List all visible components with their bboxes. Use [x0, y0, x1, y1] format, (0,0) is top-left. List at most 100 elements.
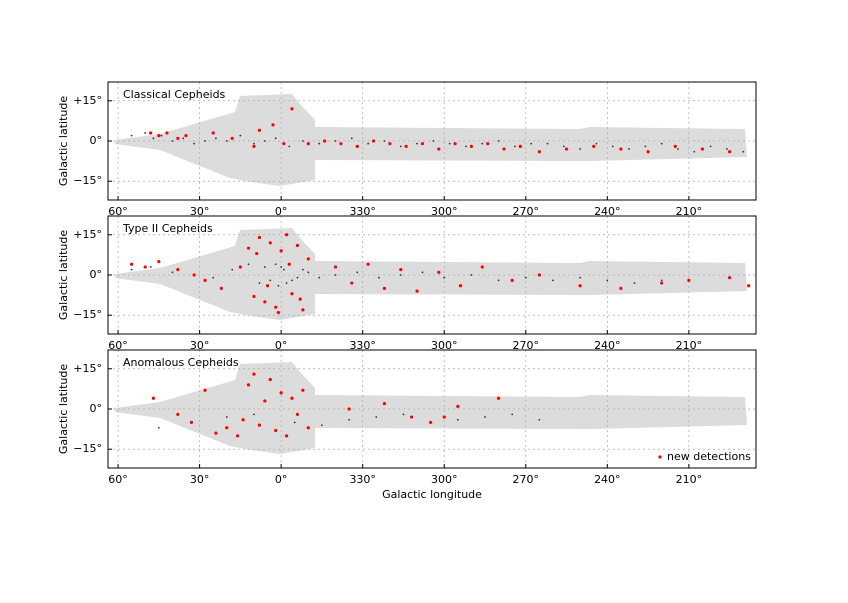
data-point: [595, 142, 598, 145]
data-point: [290, 396, 294, 400]
survey-footprint: [115, 228, 747, 320]
data-point: [253, 142, 255, 145]
data-point: [257, 423, 261, 427]
data-point: [579, 148, 582, 150]
data-point: [144, 132, 147, 134]
data-point: [192, 273, 196, 277]
data-point: [347, 407, 351, 411]
y-tick-label: −15°: [73, 174, 102, 187]
data-point: [274, 305, 278, 309]
data-point: [225, 416, 228, 418]
data-point: [301, 388, 305, 392]
data-point: [274, 428, 278, 433]
plot-frame: [107, 81, 757, 201]
y-axis-label: Galactic latitude: [57, 96, 70, 186]
data-point: [306, 257, 310, 261]
data-point: [231, 268, 234, 271]
y-tick-label: −15°: [73, 308, 102, 321]
data-point: [203, 388, 207, 392]
legend-label: new detections: [667, 450, 751, 463]
data-point: [301, 140, 304, 142]
data-point: [252, 372, 256, 376]
data-point: [157, 426, 160, 429]
data-point: [253, 413, 255, 416]
data-point: [160, 134, 163, 137]
data-point: [130, 262, 134, 266]
y-axis-label: Galactic latitude: [57, 364, 70, 454]
data-point: [747, 284, 751, 288]
x-axis-label: Galactic longitude: [382, 488, 482, 501]
data-point: [230, 136, 234, 140]
data-point: [257, 128, 261, 132]
survey-footprint: [115, 94, 747, 186]
data-point: [165, 131, 169, 135]
data-point: [301, 268, 304, 271]
data-point: [236, 434, 240, 438]
data-point: [296, 276, 299, 279]
data-point: [301, 308, 305, 312]
data-point: [279, 249, 283, 253]
data-point: [203, 278, 207, 282]
data-point: [295, 412, 300, 416]
x-tick-label: 330°: [349, 205, 376, 218]
data-point: [465, 145, 467, 148]
data-point: [149, 131, 153, 135]
x-tick-label: 270°: [513, 473, 540, 486]
data-point: [456, 418, 459, 421]
data-point: [728, 276, 732, 280]
data-point: [416, 142, 418, 145]
data-point: [225, 426, 229, 430]
plot-frame: [107, 349, 757, 469]
data-point: [130, 268, 133, 271]
data-point: [225, 140, 228, 142]
data-point: [211, 131, 215, 135]
data-point: [437, 147, 441, 151]
data-point: [524, 276, 527, 279]
data-point: [149, 266, 152, 268]
data-point: [252, 144, 256, 148]
data-point: [271, 123, 275, 127]
y-tick-label: −15°: [73, 442, 102, 455]
data-point: [564, 147, 569, 151]
data-point: [214, 431, 218, 435]
x-tick-label: 30°: [190, 339, 210, 352]
data-point: [402, 413, 405, 416]
x-tick-label: 60°: [108, 473, 128, 486]
y-tick-label: +15°: [73, 362, 102, 375]
data-point: [268, 241, 272, 245]
data-point: [323, 139, 327, 143]
data-point: [646, 150, 650, 154]
data-point: [157, 134, 161, 138]
data-point: [285, 282, 288, 284]
data-point: [307, 271, 310, 274]
data-point: [151, 396, 155, 400]
data-point: [176, 268, 180, 272]
x-tick-label: 330°: [349, 473, 376, 486]
data-point: [660, 279, 663, 282]
panel: 60° 30° 0° 330° 300° 270° 240° 210° +15° 0° −15° ne…: [57, 349, 757, 501]
data-point: [193, 142, 196, 145]
data-point: [293, 421, 296, 424]
data-point: [290, 107, 294, 111]
x-tick-label: 0°: [275, 473, 288, 486]
data-point: [287, 262, 291, 266]
panel: 60° 30° 0° 330° 300° 270° 240° 210° +15° 0° −15° Cl…: [57, 81, 757, 218]
data-point: [709, 145, 712, 148]
data-point: [366, 262, 370, 266]
data-point: [530, 142, 533, 145]
x-tick-label: 0°: [275, 205, 288, 218]
data-point: [306, 142, 310, 146]
data-point: [284, 233, 289, 237]
data-point: [263, 300, 267, 304]
data-point: [660, 281, 664, 285]
data-point: [633, 282, 636, 284]
data-point: [399, 274, 402, 276]
data-point: [348, 418, 350, 421]
data-point: [388, 142, 392, 146]
data-point: [350, 281, 354, 285]
data-point: [350, 137, 353, 140]
data-point: [356, 271, 359, 274]
data-point: [458, 284, 463, 288]
